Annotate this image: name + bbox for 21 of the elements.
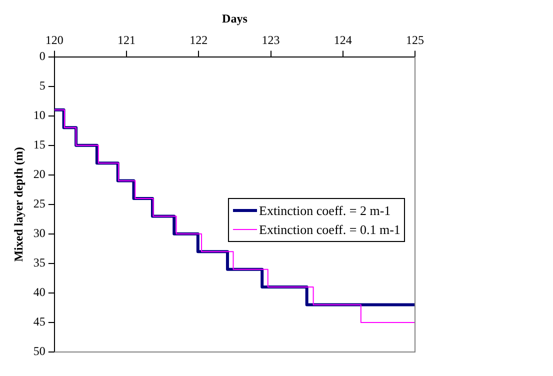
x-tick-label: 122 [190, 32, 208, 47]
legend-label: Extinction coeff. = 2 m-1 [259, 202, 391, 220]
y-tick-label: 30 [33, 226, 46, 240]
x-tick-label: 120 [45, 32, 64, 47]
legend-label: Extinction coeff. = 0.1 m-1 [259, 221, 400, 239]
x-tick-label: 124 [334, 32, 352, 47]
y-tick-label: 0 [39, 48, 46, 63]
x-axis-title: Days [222, 11, 248, 26]
y-tick-label: 45 [33, 314, 46, 329]
x-tick-label: 121 [118, 32, 136, 47]
y-tick-label: 50 [33, 344, 46, 358]
y-axis-title: Mixed layer depth (m) [11, 147, 26, 262]
x-tick-label: 123 [262, 32, 280, 47]
y-tick-label: 10 [33, 108, 46, 122]
y-tick-label: 25 [33, 196, 46, 211]
y-tick-label: 40 [33, 285, 46, 300]
y-tick-label: 35 [33, 256, 46, 270]
y-tick-label: 20 [33, 167, 46, 182]
y-tick-label: 15 [33, 138, 46, 152]
y-tick-label: 5 [39, 78, 46, 92]
x-tick-label: 125 [406, 32, 424, 47]
